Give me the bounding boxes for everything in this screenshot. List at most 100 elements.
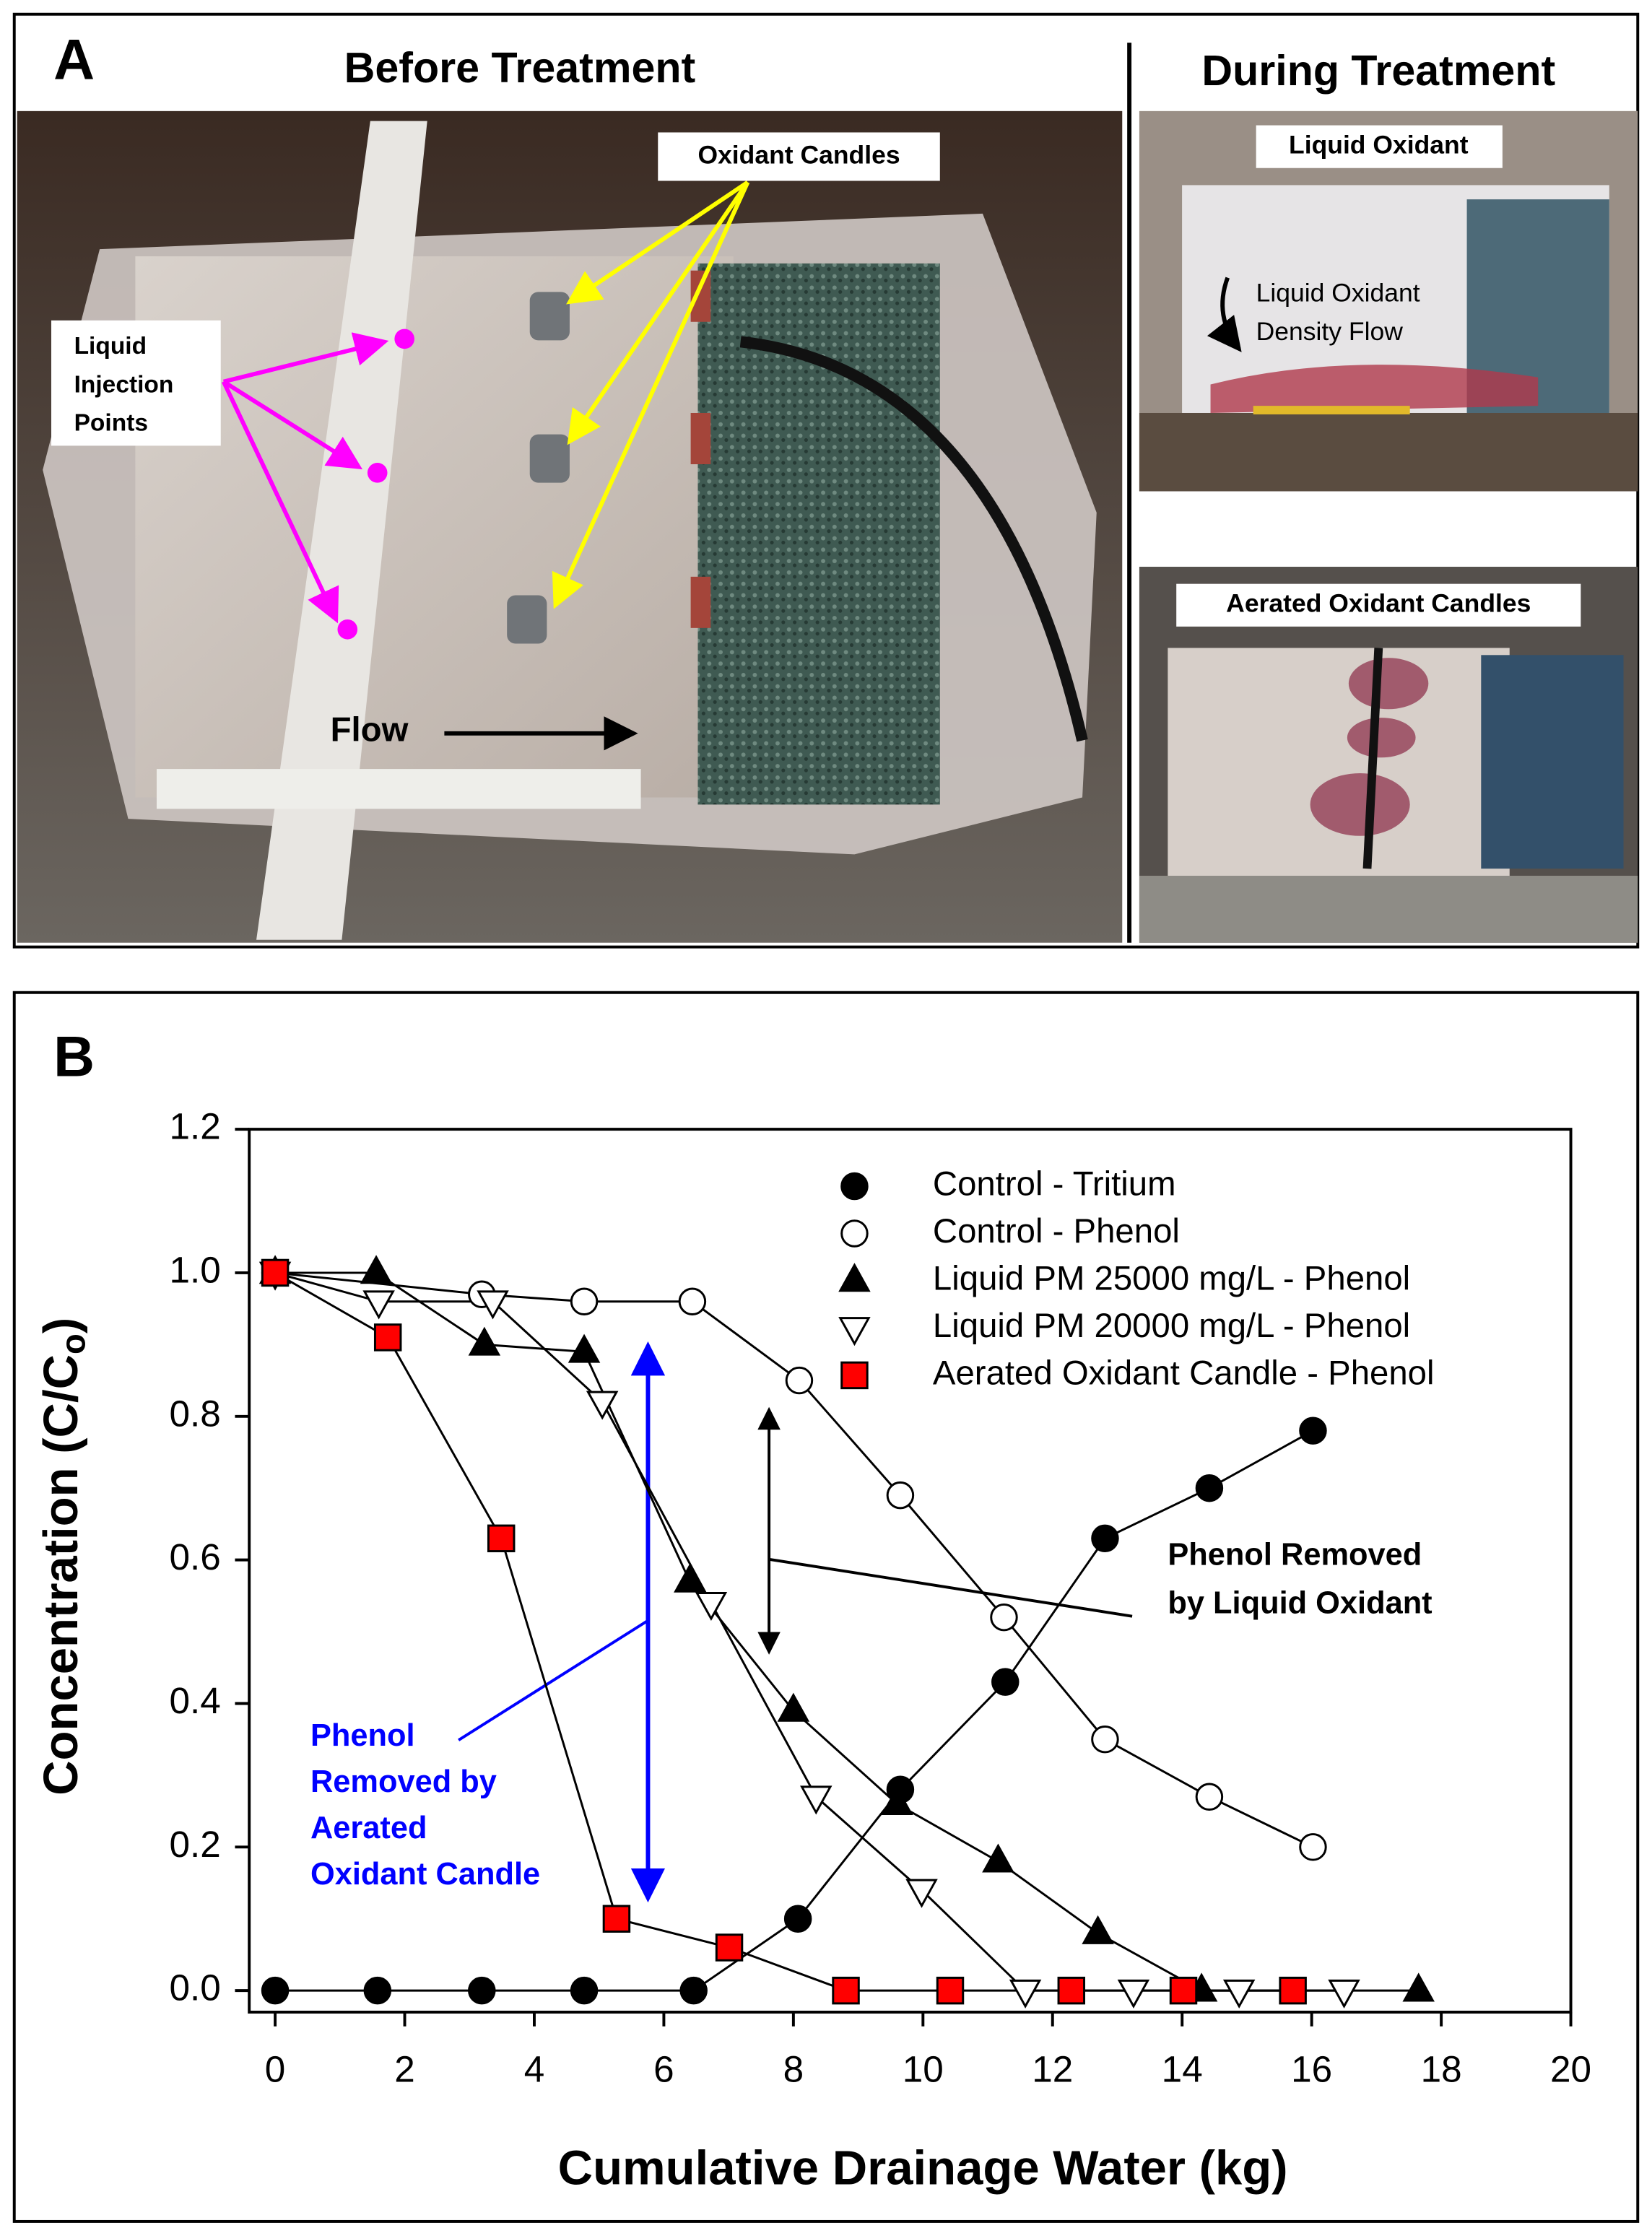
marker bbox=[1169, 1976, 1198, 2005]
marker bbox=[886, 1481, 915, 1510]
marker bbox=[695, 1591, 728, 1622]
marker bbox=[468, 1976, 496, 2005]
y-axis-label-part: ) bbox=[33, 1318, 87, 1333]
marker bbox=[982, 1843, 1014, 1873]
marker bbox=[1328, 1979, 1360, 2009]
marker bbox=[1082, 1915, 1114, 1944]
marker bbox=[586, 1391, 619, 1420]
legend-label: Control - Phenol bbox=[933, 1212, 1180, 1250]
legend-label: Aerated Oxidant Candle - Phenol bbox=[933, 1354, 1435, 1392]
photo-title: During Treatment bbox=[1201, 46, 1555, 95]
callout: Oxidant Candles bbox=[697, 140, 900, 169]
legend-marker bbox=[838, 1317, 871, 1346]
legend-marker bbox=[838, 1263, 871, 1292]
legend-label: Liquid PM 25000 mg/L - Phenol bbox=[933, 1259, 1410, 1297]
marker bbox=[832, 1976, 860, 2005]
x-tick-label: 14 bbox=[1162, 2048, 1203, 2089]
legend-label: Control - Tritium bbox=[933, 1165, 1176, 1204]
callout: Liquid Oxidant bbox=[1256, 279, 1420, 308]
annotation-leader bbox=[458, 1619, 649, 1741]
marker bbox=[785, 1366, 814, 1395]
marker bbox=[715, 1933, 744, 1962]
marker bbox=[568, 1333, 601, 1363]
legend-marker bbox=[840, 1219, 869, 1248]
marker bbox=[936, 1976, 965, 2005]
annotation: Phenol Removed bbox=[1168, 1537, 1422, 1572]
callout: Flow bbox=[331, 710, 409, 749]
panel-label: A bbox=[53, 28, 95, 92]
panel-a: A Before Treatment During Treatment bbox=[12, 12, 1640, 949]
marker bbox=[373, 1323, 402, 1352]
marker bbox=[1057, 1976, 1086, 2005]
marker bbox=[363, 1976, 392, 2005]
legend-label: Liquid PM 20000 mg/L - Phenol bbox=[933, 1307, 1410, 1345]
photo-aerated-candles: Aerated Oxidant Candles bbox=[1139, 567, 1638, 943]
callout: Aerated Oxidant Candles bbox=[1226, 589, 1531, 618]
marker bbox=[800, 1785, 832, 1815]
marker bbox=[1402, 1972, 1435, 2002]
x-tick-label: 2 bbox=[394, 2048, 415, 2089]
plot-frame bbox=[248, 1128, 1573, 2014]
marker bbox=[777, 1692, 810, 1722]
panel-label: B bbox=[53, 1024, 95, 1088]
panel-frame bbox=[12, 991, 1640, 2223]
callout: Injection bbox=[74, 371, 174, 398]
y-tick-label: 0.4 bbox=[169, 1680, 220, 1721]
marker bbox=[360, 1255, 393, 1284]
x-tick-label: 12 bbox=[1032, 2048, 1073, 2089]
marker bbox=[1195, 1783, 1224, 1811]
annotation: Oxidant Candle bbox=[310, 1857, 540, 1892]
marker bbox=[674, 1563, 706, 1593]
y-tick-label: 0.8 bbox=[169, 1393, 220, 1434]
marker bbox=[1091, 1725, 1119, 1754]
y-tick-label: 0.0 bbox=[169, 1967, 220, 2009]
y-axis-label-part: Concentration (C/C bbox=[33, 1354, 87, 1796]
x-tick-label: 16 bbox=[1291, 2048, 1332, 2089]
plot: 0.0 0.2 0.4 0.6 0.8 1.0 1.2 0 2 4 6 8 10 12 14 16 18 20 Ph… bbox=[169, 1106, 1591, 2090]
x-tick-label: 18 bbox=[1421, 2048, 1462, 2089]
y-tick-label: 1.0 bbox=[169, 1249, 220, 1290]
marker bbox=[1009, 1979, 1042, 2009]
marker bbox=[1299, 1417, 1327, 1445]
marker bbox=[783, 1905, 812, 1933]
callout: Liquid Oxidant bbox=[1289, 131, 1469, 160]
marker bbox=[570, 1976, 599, 2005]
marker bbox=[990, 1603, 1018, 1632]
x-tick-label: 10 bbox=[903, 2048, 944, 2089]
annotation: Phenol bbox=[310, 1718, 415, 1753]
marker bbox=[1091, 1524, 1119, 1553]
y-tick-label: 0.6 bbox=[169, 1536, 220, 1578]
x-tick-label: 0 bbox=[265, 2048, 286, 2089]
y-axis-label-part: o bbox=[54, 1333, 92, 1354]
marker bbox=[570, 1287, 599, 1315]
legend-marker bbox=[840, 1172, 869, 1201]
marker bbox=[905, 1879, 938, 1908]
x-tick-label: 8 bbox=[783, 2048, 804, 2089]
callout: Points bbox=[74, 410, 148, 437]
marker bbox=[1222, 1979, 1256, 2009]
annotation-leader bbox=[768, 1557, 1133, 1618]
marker bbox=[468, 1326, 501, 1356]
marker bbox=[1299, 1833, 1327, 1861]
x-axis-label: Cumulative Drainage Water (kg) bbox=[558, 2141, 1288, 2196]
marker bbox=[477, 1290, 509, 1320]
marker bbox=[487, 1524, 516, 1553]
marker bbox=[261, 1258, 290, 1287]
annotation: Aerated bbox=[310, 1811, 427, 1845]
marker bbox=[1195, 1474, 1224, 1502]
x-tick-label: 4 bbox=[524, 2048, 545, 2089]
marker bbox=[678, 1287, 707, 1315]
y-tick-label: 1.2 bbox=[169, 1106, 220, 1147]
photo-liquid-oxidant: Liquid Oxidant Liquid Oxidant Density Fl… bbox=[1139, 110, 1638, 492]
x-tick-label: 6 bbox=[653, 2048, 674, 2089]
y-axis-label: Concentration (C/Co) bbox=[33, 1318, 92, 1796]
marker bbox=[261, 1976, 290, 2005]
marker bbox=[362, 1290, 395, 1320]
x-tick-label: 20 bbox=[1550, 2048, 1591, 2089]
marker bbox=[881, 1785, 913, 1815]
legend-marker bbox=[840, 1361, 869, 1390]
photo-title: Before Treatment bbox=[344, 43, 696, 92]
photo-before: Oxidant Candles Liquid Injection Points … bbox=[17, 110, 1123, 943]
series-line bbox=[274, 1271, 1314, 1848]
